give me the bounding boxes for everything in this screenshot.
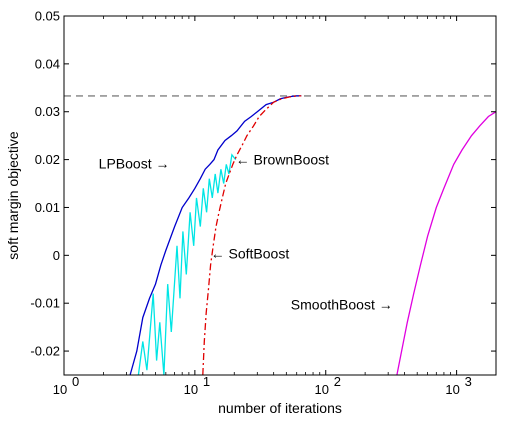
series-annotation: ← BrownBoost — [236, 152, 329, 168]
series-line-softboost — [202, 95, 302, 375]
series-annotations: LPBoost → ← BrownBoost ← SoftBoost SmoothBo… — [99, 152, 393, 313]
axis-ticks: -0.02 -0.01 0 0.01 0.02 0.03 0.04 0.05 10 0 10 1 10 2… — [30, 9, 497, 397]
y-tick-label: 0.01 — [35, 200, 60, 215]
y-axis-label: soft margin objective — [5, 131, 21, 260]
y-tick-label: 0.05 — [35, 9, 60, 24]
series-annotation: SmoothBoost → — [291, 297, 393, 313]
series-annotation: LPBoost → — [99, 155, 170, 171]
x-tick-exponent: 3 — [465, 374, 472, 389]
series-annotation: ← SoftBoost — [211, 245, 290, 261]
x-tick-exponent: 0 — [72, 374, 79, 389]
plot-lines — [64, 95, 496, 375]
plot-frame — [63, 15, 497, 376]
x-tick-label: 10 — [184, 382, 198, 397]
x-tick-exponent: 2 — [334, 374, 341, 389]
y-tick-label: -0.02 — [30, 344, 60, 359]
x-tick-exponent: 1 — [203, 374, 210, 389]
y-tick-label: 0.02 — [35, 152, 60, 167]
x-tick-label: 10 — [315, 382, 329, 397]
x-tick-label: 10 — [53, 382, 67, 397]
series-line-smoothboost — [396, 111, 496, 375]
y-tick-label: -0.01 — [30, 296, 60, 311]
series-line-brownboost — [137, 153, 237, 375]
y-tick-label: 0.04 — [35, 56, 60, 71]
x-axis-label: number of iterations — [218, 400, 342, 416]
y-tick-label: 0.03 — [35, 104, 60, 119]
x-tick-label: 10 — [445, 382, 459, 397]
y-tick-label: 0 — [53, 248, 60, 263]
